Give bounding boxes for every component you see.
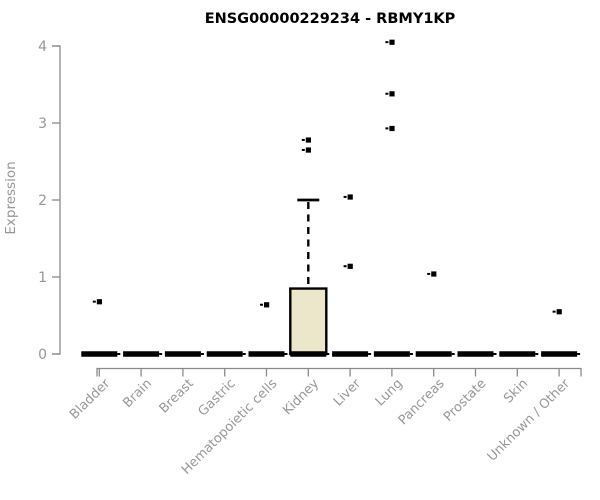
median-end-stub	[451, 353, 455, 355]
x-tick-label: Bladder	[67, 376, 114, 423]
x-axis-line	[96, 367, 582, 377]
x-tick-label: Liver	[331, 376, 365, 410]
median-end-stub	[200, 353, 204, 355]
median-end-stub	[326, 353, 330, 355]
outlier-point	[431, 271, 437, 277]
outlier-stub	[92, 300, 96, 303]
outlier-point	[305, 137, 311, 143]
median-end-stub	[535, 353, 539, 355]
x-tick-label: Skin	[501, 376, 531, 406]
median-end-stub	[284, 353, 288, 355]
outlier-stub	[343, 265, 347, 268]
outlier-point	[347, 194, 353, 200]
y-tick-label: 2	[38, 193, 47, 209]
median-end-stub	[242, 353, 246, 355]
y-tick-label: 4	[38, 39, 47, 55]
y-tick-label: 1	[38, 270, 47, 286]
median-end-stub	[117, 353, 121, 355]
outlier-point	[389, 39, 395, 45]
median-end-stub	[577, 353, 581, 355]
x-tick-label: Brain	[120, 376, 155, 411]
outlier-point	[96, 299, 102, 305]
outlier-stub	[552, 310, 556, 313]
outlier-stub	[427, 272, 431, 275]
outlier-stub	[385, 41, 389, 44]
outlier-point	[305, 147, 311, 153]
box-rect	[289, 287, 328, 356]
median-end-stub	[368, 353, 372, 355]
median-end-stub	[159, 353, 163, 355]
x-tick-label: Breast	[157, 376, 197, 416]
outlier-stub	[301, 148, 305, 151]
x-tick-label: Prostate	[441, 376, 489, 424]
y-axis-title: Expression	[3, 161, 19, 234]
x-tick-label: Kidney	[280, 376, 322, 418]
outlier-point	[389, 125, 395, 132]
outlier-stub	[343, 195, 347, 198]
median-end-stub	[409, 353, 413, 355]
outlier-point	[389, 91, 395, 97]
outlier-stub	[301, 138, 305, 141]
outlier-point	[264, 302, 270, 308]
outlier-point	[556, 309, 562, 315]
x-tick-label: Unknown / Other	[485, 376, 574, 465]
outlier-stub	[385, 127, 389, 130]
outlier-stub	[260, 303, 263, 306]
outlier-stub	[385, 92, 389, 95]
outlier-point	[347, 263, 353, 269]
y-tick-label: 3	[38, 116, 47, 132]
x-tick-label: Pancreas	[396, 376, 448, 428]
median-end-stub	[493, 353, 497, 355]
x-tick-label: Lung	[373, 376, 406, 409]
y-tick-label: 0	[38, 347, 47, 363]
chart-title: ENSG00000229234 - RBMY1KP	[205, 11, 456, 27]
